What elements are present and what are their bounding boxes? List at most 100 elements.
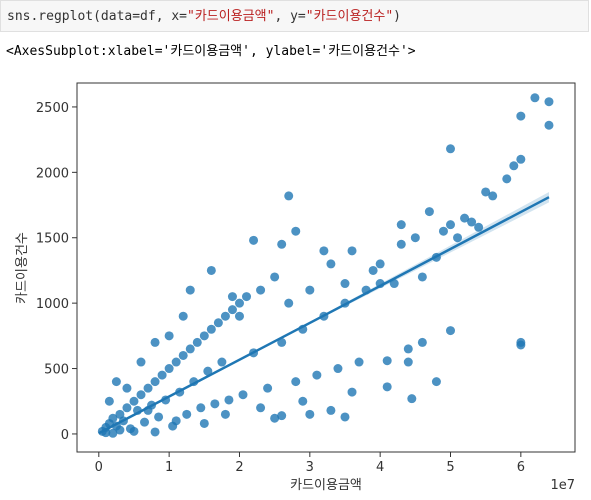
code-token: "카드이용건수" xyxy=(305,9,394,24)
data-point xyxy=(375,259,385,269)
data-point xyxy=(270,413,280,423)
data-point xyxy=(530,93,540,103)
data-point xyxy=(446,144,455,154)
data-point xyxy=(182,409,192,419)
code-token: ) xyxy=(393,9,401,24)
data-point xyxy=(185,344,195,354)
data-point xyxy=(150,377,160,387)
data-point xyxy=(460,213,470,223)
data-point xyxy=(277,239,287,249)
data-point xyxy=(199,418,209,428)
data-point xyxy=(111,377,121,387)
x-axis-label: 카드이용금액 xyxy=(290,478,362,493)
data-point xyxy=(298,396,308,406)
data-point xyxy=(544,120,554,130)
y-tick-label: 500 xyxy=(44,363,69,378)
data-point xyxy=(368,265,378,275)
data-point xyxy=(305,285,315,295)
data-point xyxy=(502,174,512,184)
data-point xyxy=(129,426,139,436)
data-point xyxy=(104,396,114,406)
data-point xyxy=(516,154,526,164)
y-tick-label: 1500 xyxy=(36,232,69,247)
data-point xyxy=(389,279,399,289)
data-point xyxy=(150,337,160,347)
data-point xyxy=(249,235,259,245)
data-point xyxy=(305,409,315,419)
data-point xyxy=(333,364,343,374)
data-point xyxy=(340,412,350,422)
data-point xyxy=(129,396,139,406)
data-point xyxy=(277,411,287,421)
data-point xyxy=(340,279,350,289)
data-point xyxy=(509,161,519,171)
data-point xyxy=(319,246,329,256)
y-tick-label: 2500 xyxy=(36,101,69,116)
data-point xyxy=(227,292,237,302)
data-point xyxy=(154,412,164,422)
data-point xyxy=(164,331,174,341)
x-offset-label: 1e7 xyxy=(550,478,575,493)
data-point xyxy=(238,390,248,400)
y-axis-label: 카드이용건수 xyxy=(15,232,30,304)
data-point xyxy=(544,97,554,107)
data-point xyxy=(284,298,294,308)
data-point xyxy=(326,259,336,269)
x-tick-label: 0 xyxy=(95,460,103,475)
data-point xyxy=(185,285,195,295)
data-point xyxy=(213,318,223,328)
data-point xyxy=(410,233,420,243)
data-point xyxy=(164,364,174,374)
data-point xyxy=(199,331,209,341)
x-tick-label: 2 xyxy=(235,460,243,475)
plot-frame xyxy=(76,82,576,453)
data-point xyxy=(438,226,448,236)
data-point xyxy=(224,395,234,405)
data-point xyxy=(122,403,132,413)
data-point xyxy=(291,226,301,236)
data-point xyxy=(108,413,118,423)
data-point xyxy=(192,337,202,347)
data-point xyxy=(284,191,294,201)
data-point xyxy=(424,207,434,217)
data-point xyxy=(227,305,237,315)
code-cell[interactable]: sns.regplot(data=df, x="카드이용금액", y="카드이용… xyxy=(0,0,589,32)
data-point xyxy=(347,246,357,256)
data-point xyxy=(446,220,455,230)
data-point xyxy=(196,403,206,413)
data-point xyxy=(136,390,146,400)
data-point xyxy=(270,272,280,282)
y-tick-label: 2000 xyxy=(36,166,69,181)
data-point xyxy=(178,350,188,360)
code-token: "카드이용금액" xyxy=(187,9,275,24)
data-point xyxy=(446,326,455,336)
data-point xyxy=(256,403,266,413)
data-point xyxy=(516,340,526,350)
data-point xyxy=(354,357,364,367)
data-point xyxy=(263,383,273,393)
data-point xyxy=(143,383,153,393)
data-point xyxy=(326,405,336,415)
data-point xyxy=(453,233,463,243)
data-point xyxy=(220,311,230,321)
x-tick-label: 4 xyxy=(376,460,384,475)
data-point xyxy=(488,191,498,201)
regression-line xyxy=(98,196,550,435)
data-point xyxy=(382,356,392,366)
data-point xyxy=(115,425,125,435)
data-point xyxy=(467,217,477,227)
data-point xyxy=(206,324,216,334)
data-point xyxy=(431,377,441,387)
data-point xyxy=(347,387,357,397)
data-point xyxy=(403,357,413,367)
data-point xyxy=(396,239,406,249)
y-tick-label: 0 xyxy=(61,428,69,443)
x-tick-label: 6 xyxy=(517,460,525,475)
data-point xyxy=(157,370,167,380)
data-point xyxy=(256,285,266,295)
data-point xyxy=(417,337,427,347)
x-tick-label: 5 xyxy=(446,460,454,475)
data-point xyxy=(403,344,413,354)
code-token: , y= xyxy=(274,9,306,24)
